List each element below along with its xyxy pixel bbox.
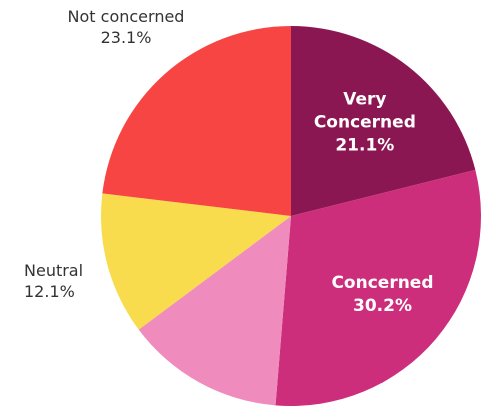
slices-layer: [100, 26, 482, 406]
pie-slice: [275, 169, 482, 406]
pie-slice: [291, 26, 476, 216]
slice-name-label: Not concerned: [68, 7, 185, 26]
pie-slice: [138, 216, 291, 406]
pie-slice: [100, 193, 291, 330]
slice-name-label: Very: [343, 89, 386, 109]
slice-percent-label: 30.2%: [353, 296, 412, 316]
labels-layer: Very Concerned 21.1% Concerned 30.2% Not conc…: [24, 7, 434, 316]
slice-name-label: Concerned: [314, 112, 416, 132]
pie-slice: [102, 26, 292, 216]
slice-name-label: Neutral: [24, 261, 83, 280]
slice-percent-label: 12.1%: [24, 282, 75, 301]
slice-percent-label: 23.1%: [101, 28, 152, 47]
slice-name-label: Concerned: [331, 273, 433, 293]
slice-percent-label: 21.1%: [335, 135, 394, 155]
